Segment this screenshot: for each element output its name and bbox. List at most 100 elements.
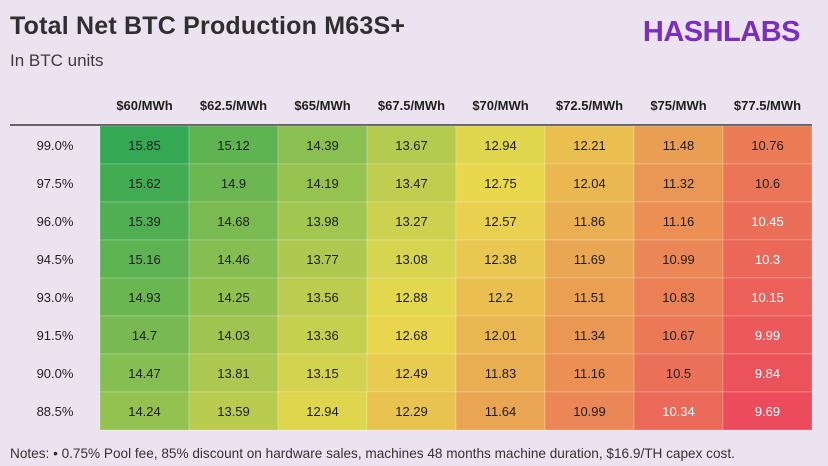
heatmap-cell: [722, 315, 813, 355]
cell-value: 12.04: [573, 176, 606, 191]
cell-value: 9.99: [755, 328, 780, 343]
cell-value: 12.75: [484, 176, 517, 191]
heatmap-cell: [366, 353, 457, 393]
heatmap-cell: [99, 391, 190, 431]
cell-value: 15.39: [128, 214, 161, 229]
cell-value: 14.93: [128, 290, 161, 305]
row-label: 90.0%: [37, 366, 74, 381]
heatmap-cell: [455, 239, 546, 279]
cell-value: 12.57: [484, 214, 517, 229]
cell-value: 14.19: [306, 176, 339, 191]
row-label: 96.0%: [37, 214, 74, 229]
heatmap-cell: [366, 391, 457, 431]
heatmap-cell: [722, 391, 813, 431]
heatmap-cell: [366, 163, 457, 203]
heatmap-cell: [633, 353, 724, 393]
heatmap-cell: [544, 163, 635, 203]
cell-value: 10.67: [662, 328, 695, 343]
cell-value: 10.34: [662, 404, 695, 419]
cell-value: 13.81: [217, 366, 250, 381]
heatmap-cell: [633, 163, 724, 203]
heatmap-cell: [544, 239, 635, 279]
cell-value: 11.64: [485, 404, 517, 419]
heatmap-cell: [188, 239, 279, 279]
column-header: $65/MWh: [294, 98, 350, 113]
cell-value: 11.48: [663, 138, 695, 153]
heatmap-cell: [544, 201, 635, 241]
cell-value: 12.94: [484, 138, 517, 153]
heatmap-cell: [722, 125, 813, 165]
row-label: 91.5%: [37, 328, 74, 343]
cell-value: 10.15: [751, 290, 784, 305]
cell-value: 14.39: [306, 138, 339, 153]
row-label: 97.5%: [37, 176, 74, 191]
chart-subtitle: In BTC units: [10, 51, 104, 70]
heatmap-cell: [277, 239, 368, 279]
cell-value: 13.27: [395, 214, 428, 229]
column-header: $67.5/MWh: [378, 98, 445, 113]
heatmap-cell: [455, 391, 546, 431]
heatmap-cell: [277, 201, 368, 241]
cell-value: 14.47: [128, 366, 161, 381]
cell-value: 13.47: [395, 176, 428, 191]
column-header: $77.5/MWh: [734, 98, 801, 113]
cell-value: 9.84: [755, 366, 780, 381]
cell-value: 11.16: [574, 366, 606, 381]
cell-value: 13.67: [395, 138, 428, 153]
footnote: Notes: • 0.75% Pool fee, 85% discount on…: [10, 446, 735, 461]
chart-title: Total Net BTC Production M63S+: [10, 12, 406, 40]
heatmap-cell: [188, 125, 279, 165]
cell-value: 10.76: [751, 138, 784, 153]
cell-value: 13.77: [306, 252, 339, 267]
cell-value: 13.36: [306, 328, 339, 343]
cell-value: 12.29: [395, 404, 428, 419]
heatmap-cell: [544, 125, 635, 165]
heatmap-cell: [633, 201, 724, 241]
cell-value: 15.16: [128, 252, 161, 267]
column-header: $62.5/MWh: [200, 98, 267, 113]
row-label: 93.0%: [37, 290, 74, 305]
cell-value: 13.56: [306, 290, 339, 305]
cell-value: 11.34: [574, 328, 606, 343]
column-header: $72.5/MWh: [556, 98, 623, 113]
heatmap-cell: [633, 391, 724, 431]
heatmap-cell: [188, 391, 279, 431]
heatmap-cell: [188, 201, 279, 241]
heatmap-cell: [277, 163, 368, 203]
cell-value: 11.16: [663, 214, 695, 229]
heatmap-cell: [366, 315, 457, 355]
row-label: 99.0%: [37, 138, 74, 153]
cell-value: 14.03: [217, 328, 250, 343]
cell-value: 10.45: [751, 214, 784, 229]
cell-value: 12.01: [484, 328, 517, 343]
row-label: 94.5%: [37, 252, 74, 267]
column-header: $70/MWh: [472, 98, 528, 113]
row-label: 88.5%: [37, 404, 74, 419]
cell-value: 12.68: [395, 328, 428, 343]
cell-value: 12.88: [395, 290, 428, 305]
cell-value: 10.5: [666, 366, 691, 381]
heatmap-cell: [99, 163, 190, 203]
cell-value: 13.98: [306, 214, 339, 229]
heatmap-cell: [99, 277, 190, 317]
column-header: $75/MWh: [650, 98, 706, 113]
heatmap-cell: [455, 163, 546, 203]
heatmap-table: $60/MWh $62.5/MWh $65/MWh $67.5/MWh $70/MWh $…: [10, 98, 813, 431]
cell-value: 15.85: [128, 138, 161, 153]
cell-value: 12.49: [395, 366, 428, 381]
cell-value: 15.12: [217, 138, 250, 153]
heatmap-cell: [277, 391, 368, 431]
cell-value: 14.25: [217, 290, 250, 305]
cell-value: 10.99: [662, 252, 695, 267]
cell-value: 13.59: [217, 404, 250, 419]
cell-value: 11.83: [485, 366, 517, 381]
cell-value: 12.38: [484, 252, 517, 267]
heatmap-cell: [455, 277, 546, 317]
heatmap-cell: [544, 391, 635, 431]
cell-value: 12.2: [488, 290, 513, 305]
hashlabs-logo: HASHLABS: [642, 16, 801, 48]
heatmap-cell: [188, 163, 279, 203]
cell-value: 14.24: [128, 404, 161, 419]
cell-value: 14.68: [217, 214, 250, 229]
cell-value: 15.62: [128, 176, 161, 191]
